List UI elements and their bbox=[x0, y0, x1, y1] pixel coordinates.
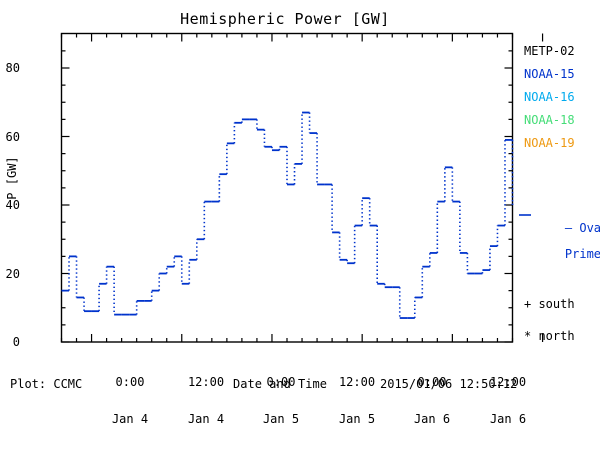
legend-item-noaa-18: NOAA-18 bbox=[524, 113, 575, 127]
page-title: Hemispheric Power [GW] bbox=[180, 10, 390, 28]
x-tick-time: 0:00 bbox=[417, 375, 447, 389]
y-tick-label-20: 20 bbox=[5, 267, 20, 281]
ovation-line-1: — Ovation bbox=[564, 221, 600, 235]
legend-item-noaa-19: NOAA-19 bbox=[524, 136, 575, 150]
y-tick-label-60: 60 bbox=[5, 130, 20, 144]
x-tick-time: 12:00 bbox=[338, 375, 376, 389]
y-tick-label-40: 40 bbox=[5, 198, 20, 212]
plot-timestamp: 2015/01/06 12:50:12 bbox=[380, 377, 518, 391]
legend-marker-north: * north bbox=[524, 329, 575, 343]
legend-item-metp-02: METP-02 bbox=[524, 44, 575, 58]
x-tick-date: Jan 6 bbox=[413, 412, 451, 426]
x-tick-time: 0:00 bbox=[115, 375, 145, 389]
legend-item-noaa-16: NOAA-16 bbox=[524, 90, 575, 104]
ovation-line-2: Prime HPI bbox=[564, 247, 600, 261]
x-tick-time: 12:00 bbox=[187, 375, 225, 389]
x-tick-time: 12:00 bbox=[489, 375, 527, 389]
data-series-layer bbox=[61, 111, 514, 319]
plot-canvas bbox=[60, 32, 544, 343]
x-tick-date: Jan 4 bbox=[111, 412, 149, 426]
series-noaa-15 bbox=[61, 111, 514, 319]
x-tick-date: Jan 5 bbox=[262, 412, 300, 426]
x-tick-date: Jan 6 bbox=[489, 412, 527, 426]
x-axis-label: Date and Time bbox=[233, 377, 327, 391]
y-tick-label-80: 80 bbox=[5, 61, 20, 75]
plot-frame bbox=[60, 32, 514, 343]
x-tick-date: Jan 4 bbox=[187, 412, 225, 426]
plot-credit: Plot: CCMC bbox=[10, 377, 83, 391]
x-tick-date: Jan 5 bbox=[338, 412, 376, 426]
legend-item-noaa-15: NOAA-15 bbox=[524, 67, 575, 81]
ovation-prime-hpi-legend: — Ovation Prime HPI bbox=[536, 209, 600, 274]
axis-ticks bbox=[60, 33, 544, 343]
hemispheric-power-plot: Hemispheric Power [GW] P [GW] Date and T… bbox=[5, 10, 600, 426]
y-tick-label-0: 0 bbox=[12, 335, 20, 349]
x-tick-time: 0:00 bbox=[266, 375, 296, 389]
legend-marker-south: + south bbox=[524, 297, 575, 311]
